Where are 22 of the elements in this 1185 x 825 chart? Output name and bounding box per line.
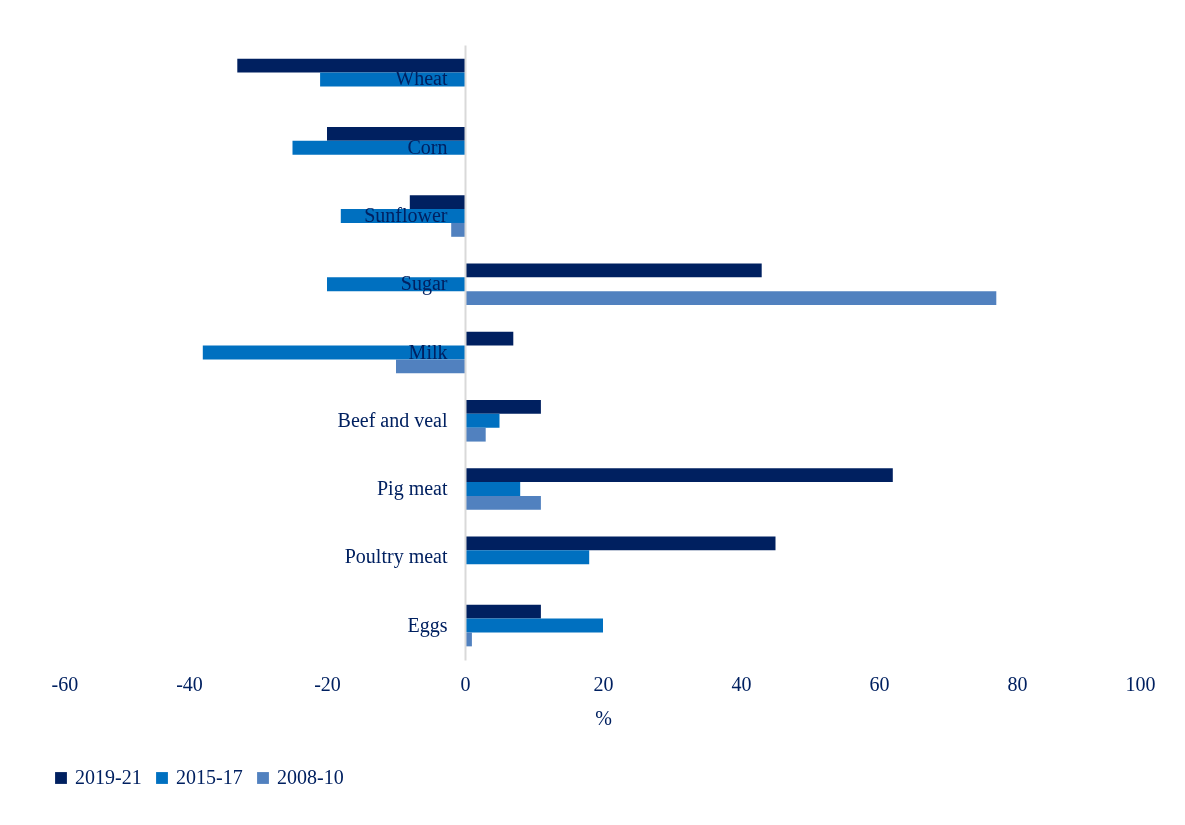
x-tick-label: 0 xyxy=(460,672,471,695)
x-tick-label: -40 xyxy=(176,672,203,695)
x-axis-title: % xyxy=(595,706,612,729)
legend-label: 2019-21 xyxy=(75,766,142,788)
y-tick-label: Corn xyxy=(407,135,448,158)
y-tick-label: Eggs xyxy=(407,613,448,637)
y-tick-label: Pig meat xyxy=(376,477,448,501)
x-tick-label: 40 xyxy=(731,672,752,695)
x-tick-label: 20 xyxy=(593,672,614,695)
x-tick-label: -60 xyxy=(51,672,79,695)
x-tick-label: 60 xyxy=(869,672,890,695)
y-tick-label: Wheat xyxy=(395,67,448,90)
y-tick-label: Poultry meat xyxy=(344,545,448,569)
x-tick-label: -20 xyxy=(314,672,341,695)
x-tick-label: 80 xyxy=(1007,672,1028,695)
legend-label: 2008-10 xyxy=(277,766,344,788)
x-tick-label: 100 xyxy=(1125,672,1156,695)
y-tick-label: Sugar xyxy=(400,272,448,296)
y-tick-label: Beef and veal xyxy=(337,408,448,431)
y-tick-label: Sunflower xyxy=(364,203,448,226)
y-tick-label: Milk xyxy=(408,340,448,363)
legend-label: 2015-17 xyxy=(176,766,243,788)
